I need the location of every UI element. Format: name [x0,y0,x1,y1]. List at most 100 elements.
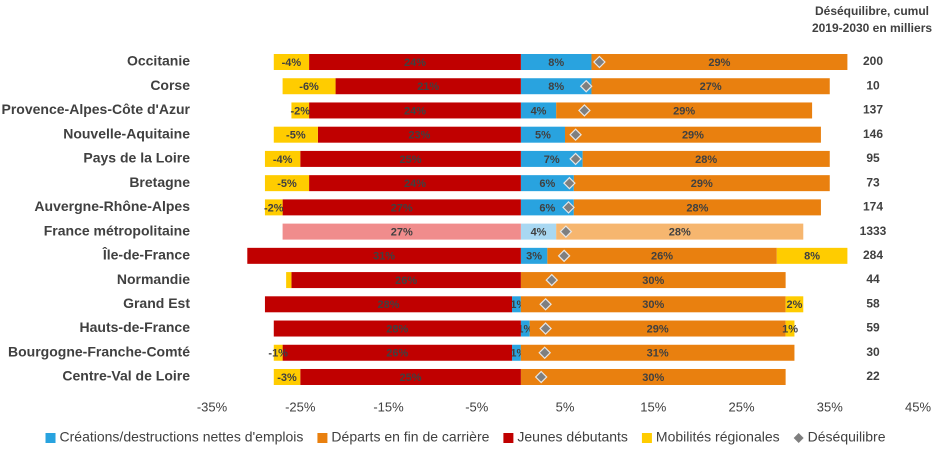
totals-header: Déséquilibre, cumul [815,4,929,18]
data-label: 28% [377,299,399,311]
total-value: 137 [863,103,883,117]
bar-segment [573,175,830,192]
diamond-marker [557,249,571,263]
data-label: 29% [673,105,695,117]
data-label: 21% [417,81,439,93]
total-value: 146 [863,127,883,141]
category-label: Corse [150,77,190,93]
legend-label: Déséquilibre [808,429,886,445]
data-label: -6% [299,81,319,93]
data-label: 8% [804,251,820,263]
bar-segment [273,368,301,385]
bar-segment [520,150,583,167]
data-label: 28% [686,202,708,214]
data-label: -2% [264,202,284,214]
data-label: 28% [386,323,408,335]
total-value: 58 [866,296,880,310]
legend-label: Départs en fin de carrière [331,429,489,445]
bar-segment [309,54,521,70]
x-tick-label: 35% [817,399,843,414]
diamond-marker [539,297,552,311]
data-label: 25% [400,154,422,166]
bar-segment [512,296,521,313]
data-label: 24% [404,57,426,69]
data-label: 31% [373,251,395,263]
bar-segment [520,78,592,95]
diamond-marker [538,346,552,360]
x-tick-label: -35% [197,399,228,414]
diamond-marker [539,322,552,335]
bar-segment [317,126,521,143]
diamond-marker [569,152,582,166]
category-label: Auvergne-Rhône-Alpes [34,198,190,214]
category-label: France métropolitaine [44,222,190,238]
bar-segment [520,126,565,143]
bar-segment [520,223,557,240]
data-label: 26% [395,275,417,287]
diamond-marker [579,79,593,93]
data-label: -1% [268,348,288,360]
data-label: -2% [290,105,310,117]
bar-segment [309,175,521,192]
category-label: Grand Est [123,295,190,311]
data-label: 24% [404,105,426,117]
category-label: Bourgogne-Franche-Comté [8,343,190,359]
total-value: 44 [866,272,880,286]
bar-segment [582,150,830,167]
bar-segment [520,247,548,264]
category-label: Hauts-de-France [80,319,191,335]
bar-segment [264,296,513,313]
diamond-marker [545,273,559,287]
bar-segment [282,223,521,240]
bar-segment [291,102,310,119]
data-label: 28% [669,227,691,239]
legend-marker [45,433,56,443]
diamond-marker [559,225,573,238]
data-label: -4% [282,57,302,69]
data-label: 2% [786,299,802,311]
bar-segment [286,272,292,289]
total-value: 174 [863,200,883,214]
bar-segment [300,368,521,385]
bar-segment [529,320,786,337]
total-value: 284 [863,248,883,262]
bar-segment [300,150,521,167]
bar-segment [264,150,301,167]
data-label: 4% [531,105,547,117]
x-tick-label: 5% [556,399,575,414]
legend-marker [641,433,652,443]
data-label: -4% [273,154,293,166]
bar-segment [309,102,521,119]
bar-segment [547,247,777,264]
x-tick-label: 15% [640,399,666,414]
data-label: 1% [517,323,533,335]
bar-segment [282,78,336,95]
data-label: 8% [548,57,564,69]
bar-segment [785,320,795,337]
x-tick-label: -5% [465,399,489,414]
bar-segment [785,296,804,313]
data-label: 26% [651,251,673,263]
category-label: Pays de la Loire [83,150,190,166]
data-label: 6% [539,202,555,214]
bar-segment [520,199,574,216]
category-label: Occitanie [127,53,190,69]
bar-segment [556,223,804,240]
data-label: 28% [695,154,717,166]
diamond-marker [534,370,548,384]
x-tick-label: -15% [373,399,404,414]
x-tick-label: -25% [285,399,316,414]
data-label: -5% [286,130,306,142]
data-label: 4% [531,227,547,239]
diamond-marker [569,128,582,142]
bar-segment [520,102,557,119]
data-label: -3% [277,372,297,384]
bar-segment [573,199,821,216]
data-label: 6% [539,178,555,190]
totals-header: 2019-2030 en milliers [812,21,932,35]
bar-segment [565,126,821,143]
total-value: 10 [866,78,880,92]
category-label: Normandie [117,271,190,287]
data-label: 27% [700,81,722,93]
